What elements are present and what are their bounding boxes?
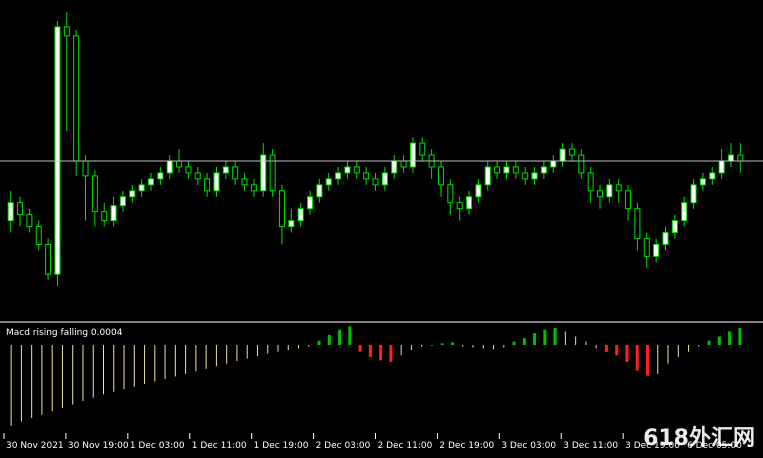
- candle[interactable]: [568, 143, 575, 161]
- candle[interactable]: [709, 166, 716, 185]
- candle[interactable]: [531, 166, 538, 185]
- candle[interactable]: [166, 155, 173, 179]
- candle[interactable]: [447, 178, 454, 215]
- candle[interactable]: [194, 166, 201, 185]
- candle[interactable]: [653, 238, 660, 263]
- candle[interactable]: [297, 202, 304, 227]
- candle[interactable]: [45, 238, 52, 281]
- candle[interactable]: [559, 143, 566, 167]
- candle[interactable]: [232, 161, 239, 185]
- candle[interactable]: [269, 149, 276, 197]
- candle[interactable]: [671, 214, 678, 239]
- candle[interactable]: [185, 161, 192, 179]
- candle[interactable]: [437, 161, 444, 197]
- candle[interactable]: [475, 178, 482, 203]
- candle[interactable]: [550, 155, 557, 173]
- candle[interactable]: [119, 190, 126, 212]
- candle-series: [7, 12, 744, 287]
- candle[interactable]: [391, 155, 398, 179]
- candle[interactable]: [512, 161, 519, 179]
- candle[interactable]: [606, 178, 613, 203]
- candle[interactable]: [363, 166, 370, 185]
- candle[interactable]: [325, 172, 332, 191]
- time-axis-label: 3 Dec 11:00: [563, 441, 618, 451]
- candle[interactable]: [147, 172, 154, 191]
- candle[interactable]: [428, 149, 435, 179]
- candle[interactable]: [699, 172, 706, 191]
- time-axis-label: 30 Nov 19:00: [68, 441, 129, 451]
- candle[interactable]: [503, 161, 510, 179]
- indicator-label: Macd rising falling 0.0004: [6, 328, 123, 338]
- candle[interactable]: [681, 196, 688, 227]
- candle[interactable]: [17, 196, 24, 227]
- candle[interactable]: [466, 190, 473, 215]
- macd-histogram: [10, 326, 742, 426]
- candle[interactable]: [690, 178, 697, 209]
- candle[interactable]: [101, 202, 108, 227]
- candle[interactable]: [727, 143, 734, 167]
- watermark: 618外汇网: [643, 426, 755, 451]
- candle[interactable]: [522, 166, 529, 185]
- candle[interactable]: [615, 178, 622, 203]
- candle[interactable]: [381, 166, 388, 191]
- candle[interactable]: [587, 166, 594, 203]
- candle[interactable]: [419, 137, 426, 161]
- time-axis-label: 30 Nov 2021: [6, 441, 64, 451]
- time-axis-label: 3 Dec 19:00: [625, 441, 680, 451]
- time-axis-label: 2 Dec 19:00: [439, 441, 494, 451]
- candle[interactable]: [129, 184, 136, 203]
- candle[interactable]: [222, 161, 229, 179]
- candle[interactable]: [625, 184, 632, 221]
- time-axis-label: 3 Dec 03:00: [501, 441, 556, 451]
- candle[interactable]: [662, 226, 669, 251]
- time-axis-label: 2 Dec 11:00: [378, 441, 433, 451]
- time-axis-label: 1 Dec 03:00: [130, 441, 185, 451]
- candle[interactable]: [73, 29, 80, 176]
- candle[interactable]: [82, 155, 89, 221]
- candle[interactable]: [456, 196, 463, 221]
- candle[interactable]: [344, 161, 351, 179]
- time-axis-label: 2 Dec 03:00: [316, 441, 371, 451]
- candle[interactable]: [260, 143, 267, 197]
- candle[interactable]: [250, 178, 257, 197]
- candle[interactable]: [138, 178, 145, 197]
- candle[interactable]: [204, 172, 211, 197]
- candle[interactable]: [484, 161, 491, 191]
- candle[interactable]: [335, 166, 342, 185]
- candle[interactable]: [578, 149, 585, 179]
- candle[interactable]: [400, 155, 407, 173]
- time-axis-label: 1 Dec 11:00: [192, 441, 247, 451]
- candle[interactable]: [278, 184, 285, 245]
- candle[interactable]: [241, 172, 248, 191]
- candle[interactable]: [597, 184, 604, 209]
- candle[interactable]: [353, 161, 360, 179]
- candle[interactable]: [643, 232, 650, 269]
- candle[interactable]: [157, 166, 164, 185]
- candle[interactable]: [634, 202, 641, 251]
- candle[interactable]: [110, 196, 117, 227]
- candle[interactable]: [7, 190, 14, 233]
- candle[interactable]: [409, 137, 416, 173]
- candle[interactable]: [316, 178, 323, 203]
- candle[interactable]: [213, 166, 220, 197]
- candle[interactable]: [307, 190, 314, 215]
- candle[interactable]: [494, 161, 501, 179]
- time-axis-label: 1 Dec 19:00: [254, 441, 309, 451]
- candle[interactable]: [91, 169, 98, 227]
- candle[interactable]: [372, 172, 379, 191]
- candle[interactable]: [288, 208, 295, 233]
- candle[interactable]: [54, 20, 61, 287]
- time-axis-label: 6 Dec 05:00: [687, 441, 742, 451]
- candle[interactable]: [26, 208, 33, 233]
- time-axis: 30 Nov 2021 30 Nov 19:00 1 Dec 03:00 1 Dec …: [3, 433, 742, 451]
- candle[interactable]: [718, 149, 725, 179]
- candle[interactable]: [737, 143, 744, 173]
- candle[interactable]: [540, 161, 547, 179]
- candle[interactable]: [35, 220, 42, 251]
- candle[interactable]: [63, 12, 70, 132]
